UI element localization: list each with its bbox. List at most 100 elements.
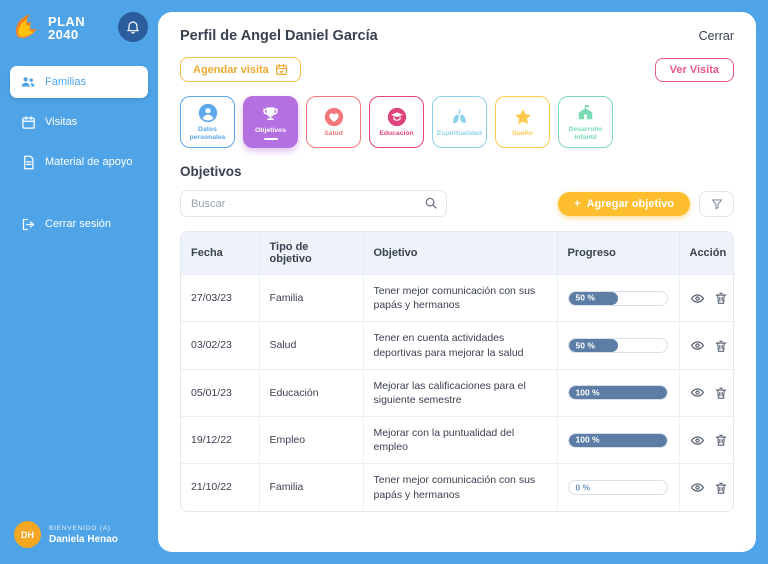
sidebar: PLAN 2040 bbox=[0, 0, 158, 564]
cell-date: 05/01/23 bbox=[181, 368, 260, 417]
trash-icon bbox=[714, 433, 728, 447]
progress-label: 0 % bbox=[575, 481, 591, 492]
progress-bar: 100 % bbox=[567, 432, 668, 448]
schedule-visit-button[interactable]: Agendar visita bbox=[180, 57, 301, 82]
sidebar-item-familias[interactable]: Familias bbox=[10, 66, 148, 98]
tab-salud[interactable]: Salud bbox=[306, 96, 361, 148]
filter-button[interactable] bbox=[699, 190, 734, 217]
header-accion: Acción bbox=[679, 232, 733, 275]
delete-objective-button[interactable] bbox=[714, 433, 728, 448]
tab-label: Salud bbox=[324, 129, 343, 137]
schedule-visit-label: Agendar visita bbox=[193, 63, 269, 76]
cell-date: 27/03/23 bbox=[181, 273, 260, 322]
progress-fill bbox=[568, 339, 618, 353]
sidebar-item-cerrar-sesion[interactable]: Cerrar sesión bbox=[10, 208, 148, 240]
eye-icon bbox=[690, 385, 705, 400]
progress-fill bbox=[568, 433, 667, 447]
tab-educacion[interactable]: Educación bbox=[369, 96, 424, 148]
view-visit-button[interactable]: Ver Visita bbox=[654, 57, 734, 82]
user-box[interactable]: DH BIENVENIDO (A) Daniela Henao bbox=[14, 521, 118, 548]
cell-objective: Tener mejor comunicación con sus papás y… bbox=[363, 463, 558, 511]
logo-line1: PLAN bbox=[48, 14, 85, 29]
tab-label: Objetivos bbox=[255, 127, 286, 135]
tab-espiritualidad[interactable]: Espiritualidad bbox=[432, 96, 487, 148]
flame-logo-icon bbox=[10, 12, 44, 44]
tab-objetivos[interactable]: Objetivos bbox=[243, 96, 298, 148]
sidebar-item-label: Material de apoyo bbox=[45, 156, 133, 168]
table-row: 19/12/22 Empleo Mejorar con la puntualid… bbox=[181, 416, 733, 464]
page-title: Perfil de Angel Daniel García bbox=[180, 28, 378, 44]
eye-icon bbox=[690, 480, 705, 495]
view-objective-button[interactable] bbox=[690, 338, 705, 353]
lungs-icon bbox=[450, 107, 470, 127]
cell-type: Familia bbox=[259, 273, 364, 322]
search-icon[interactable] bbox=[424, 196, 438, 210]
tab-active-underline bbox=[263, 137, 278, 140]
tab-desarrollo-infantil[interactable]: Desarrollo infantil bbox=[558, 96, 613, 148]
filter-funnel-icon bbox=[710, 197, 724, 211]
view-objective-button[interactable] bbox=[690, 385, 705, 400]
table-row: 03/02/23 Salud Tener en cuenta actividad… bbox=[181, 321, 733, 370]
header-fecha: Fecha bbox=[181, 232, 260, 275]
welcome-label: BIENVENIDO (A) bbox=[49, 524, 111, 532]
tab-sueno[interactable]: Sueño bbox=[495, 96, 550, 148]
heart-icon bbox=[324, 107, 344, 127]
close-link[interactable]: Cerrar bbox=[698, 29, 734, 43]
calendar-icon bbox=[20, 114, 36, 130]
trophy-icon bbox=[261, 104, 281, 124]
calendar-check-icon bbox=[275, 63, 288, 76]
user-name: Daniela Henao bbox=[49, 533, 118, 545]
sidebar-item-visitas[interactable]: Visitas bbox=[10, 106, 148, 138]
header-objetivo: Objetivo bbox=[363, 232, 558, 275]
cell-date: 19/12/22 bbox=[181, 416, 260, 464]
card-header: Perfil de Angel Daniel García Cerrar bbox=[180, 28, 734, 44]
search-input[interactable] bbox=[180, 190, 447, 217]
cell-date: 21/10/22 bbox=[181, 463, 260, 511]
avatar: DH bbox=[14, 521, 41, 548]
sidebar-item-label: Familias bbox=[45, 76, 86, 88]
tab-label: Sueño bbox=[512, 129, 533, 137]
progress-bar: 0 % bbox=[567, 480, 668, 496]
header-tipo: Tipo de objetivo bbox=[259, 232, 364, 275]
eye-icon bbox=[690, 338, 705, 353]
table-row: 27/03/23 Familia Tener mejor comunicació… bbox=[181, 273, 733, 322]
progress-bar: 50 % bbox=[567, 290, 668, 306]
notifications-button[interactable] bbox=[118, 12, 148, 42]
logo-line2: 2040 bbox=[48, 27, 79, 42]
view-objective-button[interactable] bbox=[690, 480, 705, 495]
cell-objective: Mejorar las calificaciones para el sigui… bbox=[363, 368, 558, 417]
tab-label: Espiritualidad bbox=[437, 129, 482, 137]
tab-label: Educación bbox=[379, 129, 414, 137]
main-card: Perfil de Angel Daniel García Cerrar Age… bbox=[158, 12, 756, 552]
cell-objective: Tener en cuenta actividades deportivas p… bbox=[363, 321, 558, 370]
tab-label: Datos personales bbox=[189, 125, 226, 141]
add-objective-button[interactable]: + Agregar objetivo bbox=[558, 191, 690, 216]
progress-label: 50 % bbox=[575, 339, 595, 350]
tab-datos-personales[interactable]: Datos personales bbox=[180, 96, 235, 148]
plus-icon: + bbox=[574, 197, 581, 210]
sidebar-item-material-de-apoyo[interactable]: Material de apoyo bbox=[10, 146, 148, 178]
progress-label: 50 % bbox=[575, 292, 595, 303]
sidebar-item-label: Visitas bbox=[45, 116, 78, 128]
trash-icon bbox=[714, 481, 728, 495]
progress-fill bbox=[568, 291, 618, 305]
eye-icon bbox=[690, 291, 705, 306]
bell-icon bbox=[125, 19, 141, 35]
view-visit-label: Ver Visita bbox=[669, 63, 719, 76]
delete-objective-button[interactable] bbox=[714, 291, 728, 306]
section-title: Objetivos bbox=[180, 164, 242, 179]
delete-objective-button[interactable] bbox=[714, 338, 728, 353]
cell-objective: Tener mejor comunicación con sus papás y… bbox=[363, 273, 558, 322]
cell-type: Salud bbox=[259, 321, 364, 370]
view-objective-button[interactable] bbox=[690, 433, 705, 448]
toolbar-row: Agendar visita Ver Visita bbox=[180, 57, 734, 82]
controls-row: + Agregar objetivo bbox=[180, 190, 734, 217]
objectives-table: Fecha Tipo de objetivo Objetivo Progreso… bbox=[180, 231, 734, 512]
delete-objective-button[interactable] bbox=[714, 480, 728, 495]
families-icon bbox=[20, 74, 36, 90]
view-objective-button[interactable] bbox=[690, 291, 705, 306]
logout-icon bbox=[20, 216, 36, 232]
sidebar-nav: Familias Visitas Materia bbox=[10, 66, 148, 240]
delete-objective-button[interactable] bbox=[714, 385, 728, 400]
